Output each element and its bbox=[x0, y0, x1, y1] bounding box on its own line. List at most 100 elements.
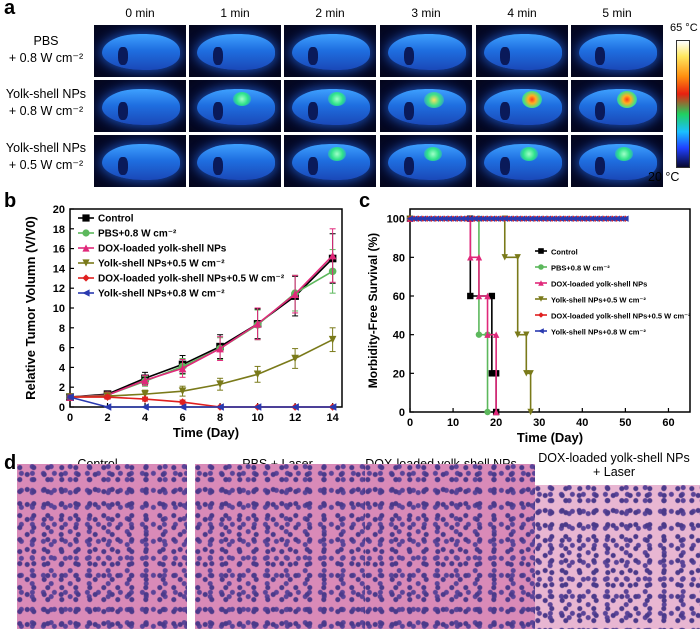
panel-label-b: b bbox=[4, 190, 17, 212]
series-1 bbox=[406, 215, 491, 416]
histology-image-control bbox=[17, 464, 187, 629]
y-tick-label: 20 bbox=[53, 204, 65, 216]
data-point bbox=[548, 215, 556, 222]
x-tick-label: 8 bbox=[217, 412, 223, 424]
data-point bbox=[406, 215, 414, 222]
data-point bbox=[216, 403, 224, 411]
x-tick-label: 20 bbox=[490, 417, 502, 429]
data-point bbox=[484, 331, 491, 338]
legend-marker bbox=[538, 248, 544, 254]
data-point bbox=[253, 320, 262, 328]
data-point bbox=[527, 370, 534, 377]
data-point bbox=[609, 215, 616, 222]
data-point bbox=[527, 215, 534, 222]
legend-label: PBS+0.8 W cm⁻² bbox=[98, 229, 177, 240]
data-point bbox=[557, 215, 564, 222]
data-point bbox=[531, 215, 539, 222]
data-point bbox=[454, 215, 461, 222]
y-axis-label: Morbidity-Free Survival (%) bbox=[366, 233, 380, 388]
time-label-3: 3 min bbox=[411, 6, 441, 20]
data-point bbox=[492, 331, 500, 338]
data-point bbox=[178, 403, 187, 411]
series-3 bbox=[66, 327, 337, 401]
x-tick-label: 10 bbox=[251, 412, 263, 424]
legend-marker bbox=[82, 214, 90, 222]
legend-marker bbox=[538, 296, 544, 302]
data-point bbox=[587, 215, 595, 222]
x-tick-label: 30 bbox=[533, 417, 545, 429]
data-point bbox=[141, 403, 149, 411]
thermal-image bbox=[476, 25, 568, 77]
x-tick-label: 14 bbox=[326, 412, 339, 424]
data-point bbox=[574, 215, 582, 222]
time-label-0: 0 min bbox=[125, 6, 155, 20]
legend-marker bbox=[82, 274, 90, 282]
x-tick-label: 4 bbox=[142, 412, 149, 424]
series-line bbox=[69, 254, 334, 398]
legend-marker bbox=[538, 280, 544, 286]
panel-label-d: d bbox=[4, 452, 17, 474]
data-point bbox=[253, 370, 262, 379]
thermal-image bbox=[571, 135, 663, 187]
thermal-image bbox=[380, 25, 472, 77]
y-tick-label: 2 bbox=[59, 382, 65, 394]
y-tick-label: 12 bbox=[53, 283, 65, 295]
data-point bbox=[488, 292, 496, 300]
data-point bbox=[415, 215, 422, 222]
colorbar-max-label: 65 °C bbox=[670, 22, 698, 34]
temperature-colorbar bbox=[676, 40, 690, 168]
data-point bbox=[617, 215, 625, 222]
data-point bbox=[596, 215, 603, 222]
row-label-pbs: PBS + 0.8 W cm⁻² bbox=[8, 34, 84, 65]
legend-label: Yolk-shell NPs+0.8 W cm⁻² bbox=[98, 289, 225, 300]
data-point bbox=[436, 215, 444, 222]
x-tick-label: 50 bbox=[619, 417, 631, 429]
thermal-image bbox=[571, 25, 663, 77]
y-tick-label: 0 bbox=[59, 402, 65, 414]
thermal-image bbox=[571, 80, 663, 132]
time-label-2: 2 min bbox=[315, 6, 345, 20]
y-axis-label: Relative Tumor Volumn (V/V0) bbox=[23, 216, 38, 400]
data-point bbox=[566, 215, 573, 222]
data-point bbox=[467, 292, 474, 300]
thermal-image bbox=[476, 135, 568, 187]
data-point bbox=[467, 254, 474, 261]
data-point bbox=[475, 254, 483, 261]
y-tick-label: 16 bbox=[53, 244, 65, 256]
legend-marker bbox=[82, 259, 90, 267]
data-point bbox=[467, 215, 474, 222]
data-point bbox=[428, 215, 435, 222]
data-point bbox=[570, 215, 577, 222]
data-point bbox=[527, 408, 534, 416]
y-tick-label: 100 bbox=[387, 214, 405, 226]
data-point bbox=[253, 403, 262, 411]
series-2 bbox=[406, 215, 500, 416]
data-point bbox=[178, 398, 187, 406]
y-tick-label: 6 bbox=[59, 343, 65, 355]
data-point bbox=[488, 370, 496, 377]
data-point bbox=[484, 408, 491, 416]
time-label-5: 5 min bbox=[602, 6, 632, 20]
data-point bbox=[178, 364, 187, 373]
series-2 bbox=[66, 228, 337, 401]
data-point bbox=[561, 215, 569, 222]
data-point bbox=[291, 290, 299, 298]
thermal-image bbox=[380, 80, 472, 132]
legend: Control PBS+0.8 W cm⁻² DOX-loaded yolk-she… bbox=[535, 248, 691, 337]
data-point bbox=[536, 215, 543, 222]
data-point bbox=[291, 354, 299, 363]
data-point bbox=[497, 215, 504, 222]
data-point bbox=[141, 395, 149, 403]
data-point bbox=[510, 215, 517, 222]
data-point bbox=[501, 254, 508, 261]
legend-label: Yolk-shell NPs+0.8 W cm⁻² bbox=[551, 328, 646, 337]
thermal-image bbox=[284, 25, 376, 77]
legend-marker bbox=[82, 289, 90, 297]
series-line bbox=[410, 217, 497, 412]
series-line bbox=[69, 338, 333, 398]
histology-image-dox-laser bbox=[535, 485, 700, 629]
data-point bbox=[544, 215, 552, 222]
data-point bbox=[328, 251, 337, 260]
y-tick-label: 0 bbox=[399, 407, 405, 419]
thermal-image bbox=[189, 25, 281, 77]
